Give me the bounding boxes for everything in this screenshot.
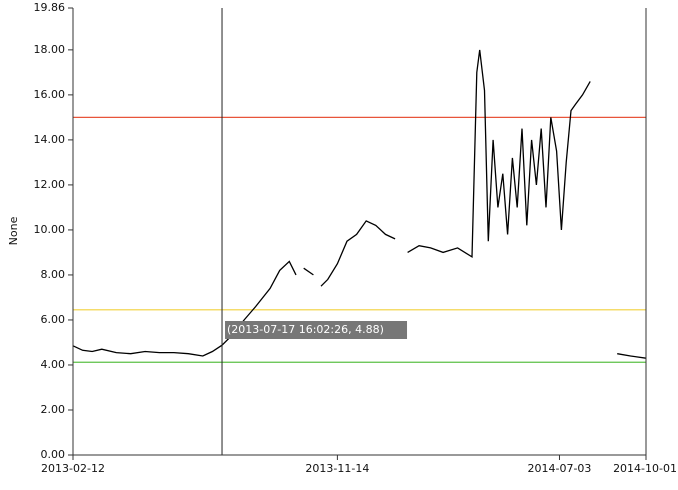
y-tick-label: 18.00 xyxy=(34,43,66,56)
y-tick-label: 10.00 xyxy=(34,223,66,236)
y-axis-label: None xyxy=(7,216,20,245)
data-line xyxy=(617,353,647,359)
cursor-label-bg xyxy=(225,321,408,339)
y-tick-label: 6.00 xyxy=(41,313,66,326)
y-tick-label: 0.00 xyxy=(41,448,66,461)
y-tick-label: 14.00 xyxy=(34,133,66,146)
x-tick-label: 2014-07-03 xyxy=(528,462,592,475)
x-tick-label: 2013-02-12 xyxy=(41,462,105,475)
data-line xyxy=(72,260,297,357)
y-tick-label: 12.00 xyxy=(34,178,66,191)
x-tick-label: 2014-10-01 xyxy=(613,462,677,475)
data-line xyxy=(407,49,591,259)
axes-frame xyxy=(72,8,647,456)
y-tick-label: 8.00 xyxy=(41,268,66,281)
y-tick-label: 4.00 xyxy=(41,358,66,371)
y-tick-label: 2.00 xyxy=(41,403,66,416)
data-line xyxy=(303,267,314,276)
cursor-label: (2013-07-17 16:02:26, 4.88) xyxy=(227,323,384,336)
y-tick-label: 16.00 xyxy=(34,88,66,101)
y-tick-label: 19.86 xyxy=(34,1,66,14)
data-line xyxy=(320,220,396,287)
x-tick-label: 2013-11-14 xyxy=(305,462,369,475)
